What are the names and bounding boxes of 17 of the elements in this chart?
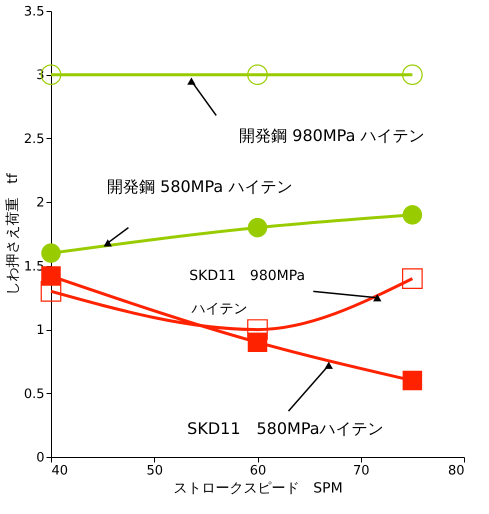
x-axis-title: ストロークスピード SPM (173, 480, 343, 496)
x-tick-label: 60 (250, 464, 266, 478)
text: 開発鋼 980MPa ハイテン (239, 126, 424, 145)
x-tick-label: 70 (352, 464, 370, 478)
x-tick-label: 50 (146, 464, 164, 478)
y-axis-title: しわ押さえ荷重 tf (4, 172, 21, 296)
y-tick-label: 0.5 (24, 386, 44, 402)
x-tick-label: 80 (448, 464, 464, 478)
y-tick-label: 0 (36, 450, 44, 466)
text: SKD11 580MPaハイテン (187, 418, 384, 438)
y-tick-label: 1 (36, 323, 44, 338)
y-tick-label: 2 (36, 196, 44, 211)
y-tick-label: 3.5 (24, 4, 44, 20)
y-tick-label: 2.5 (24, 132, 44, 147)
x-tick-label: 40 (52, 464, 68, 478)
series-label: 開発鋼 580MPa ハイテン (107, 176, 292, 196)
text: SKD11 980MPa ハイテン (189, 268, 306, 318)
